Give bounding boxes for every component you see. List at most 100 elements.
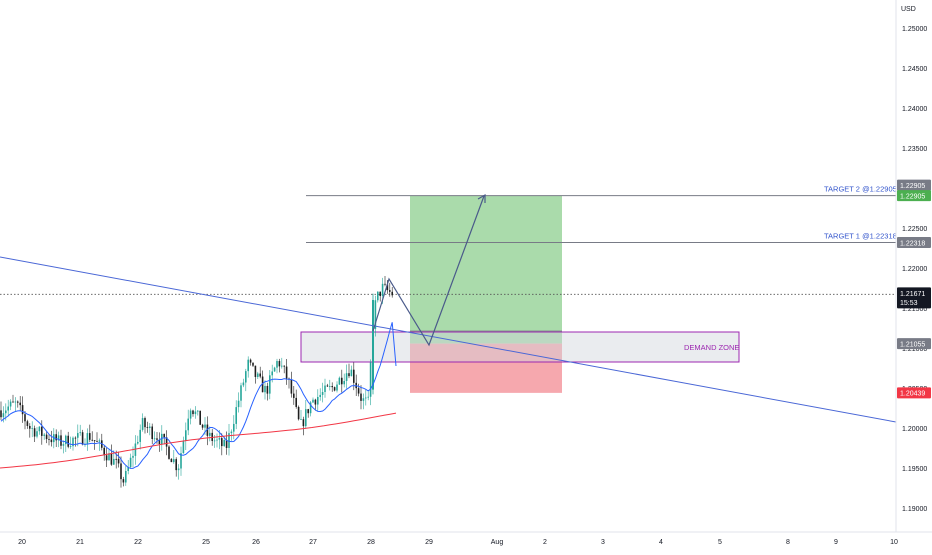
- zone-price-tag: [897, 338, 931, 350]
- candle: [182, 436, 185, 454]
- candle: [72, 436, 74, 451]
- candle: [206, 416, 209, 446]
- candle: [259, 366, 261, 379]
- candle: [86, 428, 89, 451]
- candle: [245, 368, 247, 392]
- candle: [269, 370, 271, 400]
- candle: [67, 431, 69, 449]
- candle: [331, 382, 333, 392]
- candle: [41, 420, 43, 445]
- candle: [314, 398, 317, 411]
- time-tick-label: 10: [890, 539, 898, 546]
- candle: [125, 465, 127, 486]
- candle: [77, 424, 79, 447]
- candle: [185, 422, 187, 451]
- candle: [180, 446, 182, 476]
- candle: [360, 385, 362, 410]
- candle: [69, 436, 72, 449]
- candle: [345, 364, 348, 389]
- candle: [38, 426, 41, 435]
- price-axis[interactable]: USD 1.250001.245001.240001.235001.230001…: [895, 0, 932, 550]
- candle: [197, 410, 199, 416]
- time-axis[interactable]: 20 21 22 25 26 27 28 29 Aug 2 3 4 5 8 9 10: [0, 531, 932, 550]
- candle: [24, 410, 26, 430]
- candle: [129, 453, 132, 469]
- candle: [329, 379, 331, 391]
- candle: [319, 388, 321, 401]
- candle: [317, 389, 319, 412]
- candle: [285, 358, 288, 385]
- candle: [362, 393, 365, 410]
- candle: [17, 400, 19, 408]
- projected-path-arrow[interactable]: [372, 195, 485, 347]
- countdown-text: 15:53: [900, 300, 918, 307]
- loss-zone[interactable]: [410, 343, 562, 393]
- candle: [187, 409, 189, 436]
- target-2-price-tag-text: 1.22905: [900, 193, 925, 200]
- time-tick-label: 28: [367, 539, 375, 546]
- trendline[interactable]: [0, 256, 897, 423]
- candle: [158, 432, 161, 452]
- candle: [36, 427, 38, 439]
- candle: [348, 363, 350, 379]
- candle: [350, 365, 353, 377]
- candle: [134, 435, 137, 465]
- target-1-label: TARGET 1 @1.22318: [824, 232, 897, 241]
- price-tags: 1.22905 1.22905 1.22318 1.21671 15:53 1.…: [897, 179, 931, 399]
- candle: [290, 371, 293, 398]
- candle: [165, 430, 168, 456]
- candle: [225, 431, 228, 455]
- drawings: [0, 193, 897, 423]
- candle: [278, 358, 281, 373]
- candle: [89, 424, 91, 443]
- candle: [252, 362, 254, 367]
- candle: [209, 426, 211, 442]
- candle: [377, 291, 379, 303]
- candle: [62, 440, 65, 454]
- target-2-label: TARGET 2 @1.22905: [824, 185, 897, 194]
- price-tick-label: 1.19000: [902, 506, 927, 513]
- price-tick-label: 1.22000: [902, 266, 927, 273]
- candle: [7, 399, 9, 417]
- demand-zone-label: DEMAND ZONE: [684, 343, 739, 352]
- candle: [374, 295, 377, 337]
- candle: [96, 432, 98, 442]
- candle: [257, 371, 259, 380]
- candle: [19, 396, 21, 412]
- time-tick-label: 20: [18, 539, 26, 546]
- candle: [45, 431, 48, 444]
- time-tick-label: 5: [718, 539, 722, 546]
- candle: [122, 476, 125, 487]
- candle: [0, 401, 2, 420]
- candle: [367, 390, 369, 401]
- candle: [307, 408, 309, 418]
- moving-average-fast: [0, 322, 397, 469]
- breakout-candle: [372, 293, 374, 395]
- candle: [312, 397, 314, 403]
- candle: [146, 421, 149, 433]
- profit-zone[interactable]: [410, 195, 562, 344]
- candle: [175, 457, 177, 477]
- time-tick-label: 21: [76, 539, 84, 546]
- time-tick-label: Aug: [491, 539, 504, 546]
- current-price-tag-text: 1.21671: [900, 291, 925, 298]
- zone-price-tag-text: 1.21055: [900, 341, 925, 348]
- arrow-head-icon: [477, 193, 486, 203]
- time-tick-label: 2: [543, 539, 547, 546]
- candle: [281, 357, 283, 369]
- price-tick-label: 1.24000: [902, 106, 927, 113]
- time-tick-label: 9: [834, 539, 838, 546]
- time-tick-label: 4: [659, 539, 663, 546]
- target-2-price-tag-top-text: 1.22905: [900, 183, 925, 190]
- candle: [333, 386, 336, 392]
- demand-zone-rect[interactable]: [300, 331, 740, 363]
- candle: [173, 450, 175, 464]
- candle: [29, 423, 31, 438]
- time-tick-label: 26: [252, 539, 260, 546]
- candle: [300, 410, 302, 421]
- candle: [137, 435, 139, 445]
- candle: [237, 392, 240, 413]
- candle: [338, 376, 341, 386]
